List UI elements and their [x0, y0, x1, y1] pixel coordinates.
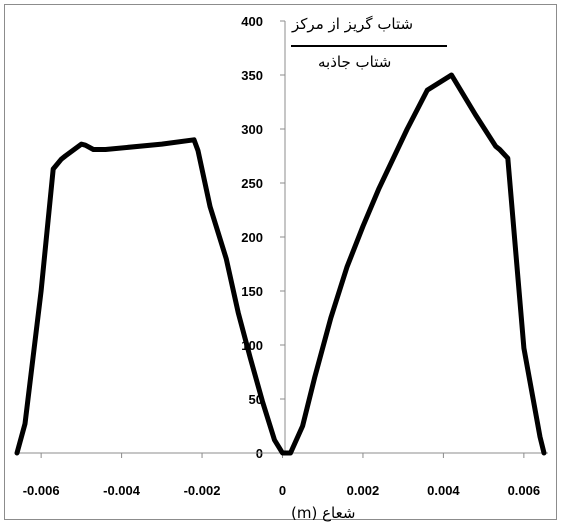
data-point — [92, 149, 94, 150]
x-tick-label: -0.002 — [184, 483, 221, 498]
data-point — [314, 376, 316, 378]
data-point — [60, 158, 62, 160]
y-axis-label-denominator: شتاب جاذبه — [318, 53, 392, 71]
y-axis-label-fraction-bar — [291, 45, 447, 47]
y-tick-label: 400 — [241, 14, 263, 29]
x-axis-label: شعاع (m) — [291, 504, 356, 522]
y-tick-label: 300 — [241, 122, 263, 137]
series-group — [14, 72, 547, 456]
data-point — [209, 206, 211, 208]
data-point — [426, 89, 428, 91]
data-point — [249, 357, 251, 359]
data-point — [507, 157, 509, 159]
data-point — [197, 150, 199, 152]
data-point — [161, 143, 163, 145]
x-tick-label: 0.004 — [427, 483, 460, 498]
x-tick-label: 0.006 — [508, 483, 541, 498]
y-tick-label: 250 — [241, 176, 263, 191]
y-tick-label: 200 — [241, 230, 263, 245]
data-point — [362, 225, 364, 227]
x-tick-label: 0 — [279, 483, 286, 498]
data-point — [24, 423, 26, 425]
data-point — [105, 149, 106, 150]
x-axis: -0.006 -0.004 -0.002 0 0.002 0.004 0.006 — [17, 452, 548, 498]
y-axis: 050100150200250300350400 — [241, 14, 286, 461]
y-tick-label: 150 — [241, 284, 263, 299]
data-point — [64, 155, 66, 157]
data-point — [193, 139, 195, 141]
data-point — [80, 143, 82, 145]
data-point — [40, 290, 42, 292]
data-point — [543, 452, 545, 454]
data-line — [14, 72, 547, 456]
data-point — [52, 168, 54, 170]
data-point — [475, 114, 477, 116]
y-tick-label: 350 — [241, 68, 263, 83]
data-point — [523, 347, 525, 349]
data-point — [406, 128, 408, 130]
chart-frame: 050100150200250300350400 -0.006-0.004-0.… — [4, 4, 557, 522]
data-point — [84, 144, 86, 146]
y-axis-label-numerator: شتاب گریز از مرکز — [292, 15, 414, 33]
x-tick-label: -0.006 — [23, 483, 60, 498]
data-point — [378, 187, 380, 189]
data-point — [225, 258, 227, 260]
data-point — [290, 452, 291, 454]
data-point — [539, 436, 541, 438]
data-point — [499, 149, 501, 150]
data-point — [237, 312, 239, 314]
x-tick-label: 0.002 — [347, 483, 380, 498]
data-point — [274, 439, 275, 441]
data-point — [302, 425, 304, 427]
data-point — [282, 452, 283, 454]
data-point — [330, 317, 332, 319]
data-point — [346, 266, 348, 268]
data-point — [261, 400, 263, 402]
chart-plot: 050100150200250300350400 -0.006-0.004-0.… — [14, 14, 548, 498]
data-point — [495, 145, 497, 147]
x-tick-label: -0.004 — [103, 483, 141, 498]
data-point — [451, 74, 452, 76]
data-point — [16, 452, 18, 454]
